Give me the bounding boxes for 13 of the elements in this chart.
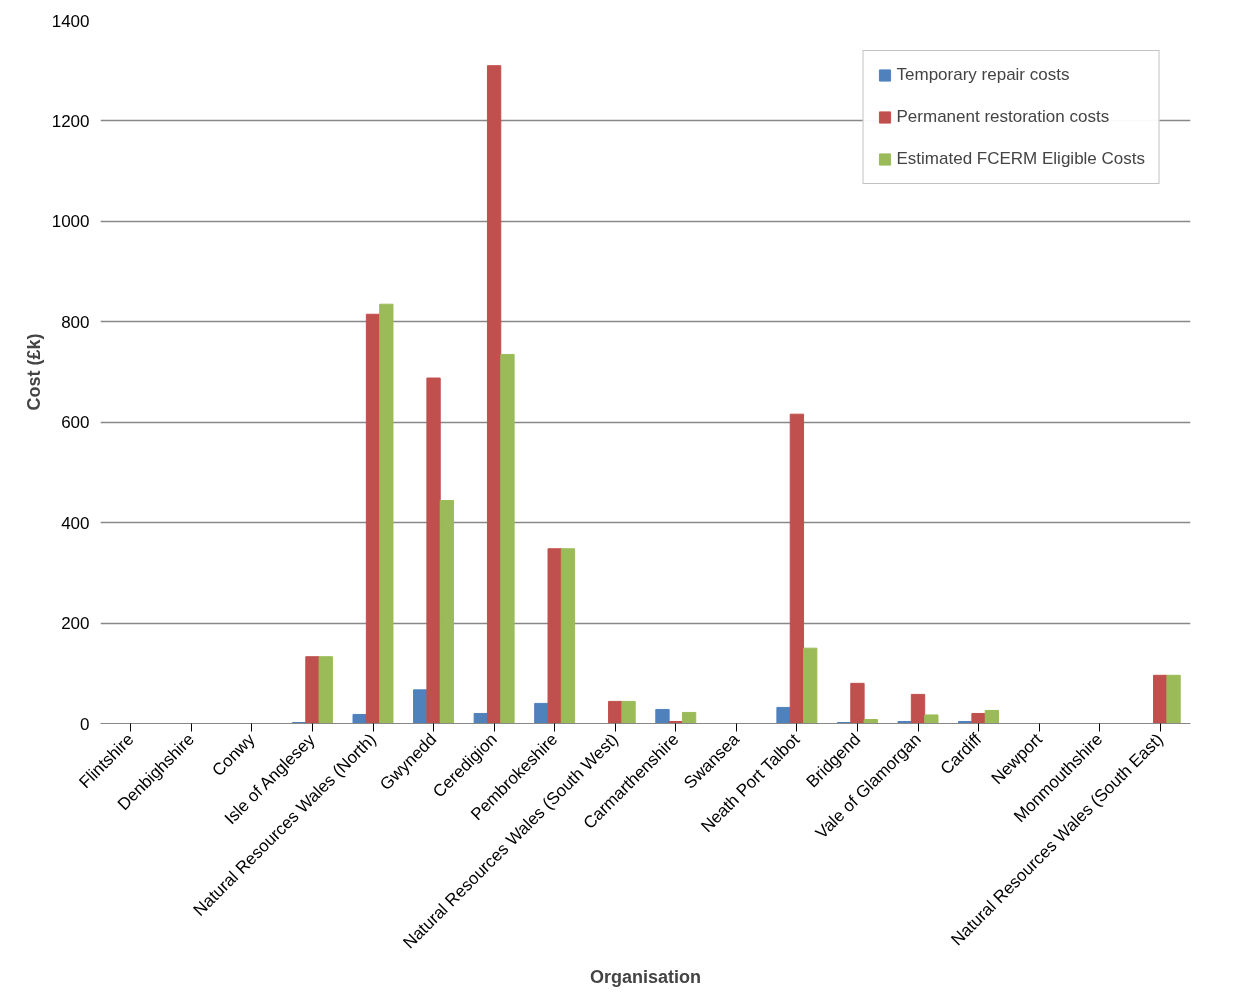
legend-label: Estimated FCERM Eligible Costs	[896, 149, 1145, 169]
y-tick-label: 400	[61, 513, 90, 533]
legend-label: Temporary repair costs	[896, 65, 1070, 85]
y-tick-label: 0	[80, 714, 90, 734]
y-tick-label: 1000	[51, 212, 90, 232]
y-tick-label: 800	[61, 312, 90, 332]
y-tick-label: 200	[61, 614, 90, 634]
y-tick-label: 600	[61, 413, 90, 433]
y-tick-label: 1400	[51, 11, 90, 31]
x-axis-title: Organisation	[589, 967, 702, 988]
y-axis-title: Cost (£k)	[23, 333, 44, 411]
legend-label: Permanent restoration costs	[896, 107, 1110, 127]
y-tick-label: 1200	[51, 111, 90, 131]
